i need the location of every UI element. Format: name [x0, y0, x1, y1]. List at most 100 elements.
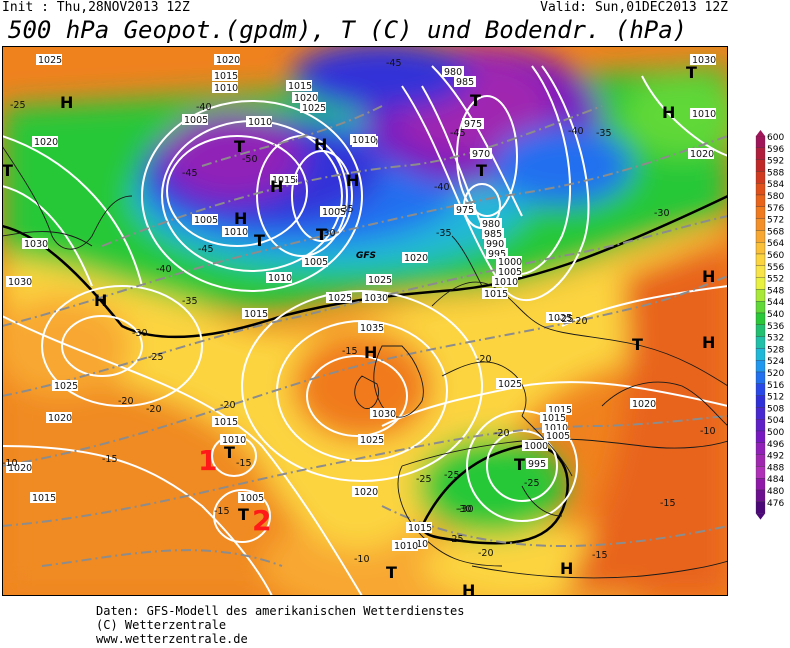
legend-value: 500 [767, 428, 784, 438]
legend-swatch [755, 159, 766, 172]
legend-value: 572 [767, 216, 784, 226]
pressure-label: 1010 [394, 541, 418, 552]
pressure-label: 995 [528, 459, 546, 470]
temperature-label: -35 [182, 296, 198, 307]
low-symbol: T [470, 91, 481, 110]
marker-2: 2 [252, 504, 271, 537]
pressure-label: 1005 [322, 207, 346, 218]
temperature-label: -45 [198, 244, 214, 255]
temperature-label: -20 [476, 354, 492, 365]
legend-value: 560 [767, 251, 784, 261]
pressure-label: 1010 [692, 109, 716, 120]
pressure-label: 1005 [184, 115, 208, 126]
low-symbol: T [2, 161, 13, 180]
pressure-label: 1015 [542, 413, 566, 424]
temperature-label: -20 [146, 404, 162, 415]
pressure-label: 1035 [360, 323, 384, 334]
pressure-label: 1000 [524, 441, 548, 452]
pressure-label: 990 [486, 239, 504, 250]
isotherms [2, 105, 728, 567]
pressure-label: 1010 [352, 135, 376, 146]
pressure-label: 1020 [294, 93, 318, 104]
pressure-label: 1010 [222, 435, 246, 446]
pressure-label: 1030 [364, 293, 388, 304]
low-symbol: T [686, 63, 697, 82]
legend-swatch [755, 442, 766, 455]
pressure-label: 1010 [214, 83, 238, 94]
pressure-label: 1020 [404, 253, 428, 264]
legend-swatch [755, 265, 766, 278]
legend-swatch [755, 478, 766, 491]
legend-swatch [755, 253, 766, 266]
legend-swatch [755, 454, 766, 467]
temperature-label: -20 [494, 428, 510, 439]
temperature-label: -20 [478, 548, 494, 559]
legend-swatch [755, 277, 766, 290]
temperature-label: -25 [148, 352, 164, 363]
legend-top-tip [756, 130, 765, 136]
pressure-label: 1020 [690, 149, 714, 160]
legend-swatch [755, 289, 766, 302]
pressure-label: 1020 [354, 487, 378, 498]
high-symbol: H [270, 177, 283, 196]
marker-1: 1 [198, 444, 217, 477]
legend-value: 520 [767, 369, 784, 379]
legend-value: 512 [767, 393, 784, 403]
low-symbol: T [224, 443, 235, 462]
map-title: 500 hPa Geopot.(gpdm), T (C) und Bodendr… [8, 16, 688, 44]
pressure-label: 1020 [8, 463, 32, 474]
temperature-label: -30 [456, 504, 472, 515]
temperature-label: -15 [236, 458, 252, 469]
temperature-label: -10 [354, 554, 370, 565]
pressure-label: 1015 [484, 289, 508, 300]
legend-value: 552 [767, 275, 784, 285]
low-symbol: T [316, 225, 327, 244]
pressure-label: 1030 [24, 239, 48, 250]
legend-swatch [755, 419, 766, 432]
legend-swatch [755, 183, 766, 196]
pressure-label: 1010 [494, 277, 518, 288]
temperature-label: -20 [220, 400, 236, 411]
legend-swatch [755, 206, 766, 219]
temperature-label: -15 [660, 498, 676, 509]
temperature-label: -15 [342, 346, 358, 357]
pressure-label: 1025 [328, 293, 352, 304]
legend-value: 588 [767, 168, 784, 178]
pressure-label: 1015 [214, 71, 238, 82]
pressure-label: 1000 [498, 257, 522, 268]
map-frame [2, 46, 728, 596]
legend-swatch [755, 171, 766, 184]
high-symbol: H [702, 333, 715, 352]
low-symbol: T [386, 563, 397, 582]
pressure-label: 1005 [498, 267, 522, 278]
legend-labels: 6005965925885845805765725685645605565525… [767, 133, 784, 509]
credit-line-data-source: Daten: GFS-Modell des amerikanischen Wet… [96, 604, 465, 618]
legend-swatch [755, 395, 766, 408]
high-symbol: H [60, 93, 73, 112]
legend-bottom-tip [756, 513, 765, 520]
temperature-label: -30 [320, 228, 336, 239]
pressure-label: 1015 [32, 493, 56, 504]
legend-swatch [755, 371, 766, 384]
low-symbol: T [514, 455, 525, 474]
credits: Daten: GFS-Modell des amerikanischen Wet… [96, 604, 464, 646]
legend-value: 516 [767, 381, 784, 391]
legend-value: 576 [767, 204, 784, 214]
temperature-label: -45 [182, 168, 198, 179]
pressure-label: 1025 [38, 55, 62, 66]
pressure-label: 980 [482, 219, 500, 230]
high-symbol: H [702, 267, 715, 286]
legend-value: 496 [767, 440, 784, 450]
temperature-label: -35 [338, 204, 354, 215]
legend-value: 580 [767, 192, 784, 202]
pressure-label: 1030 [8, 277, 32, 288]
legend-swatch [755, 489, 766, 502]
temperature-label: -25 [444, 470, 460, 481]
temperature-label: -40 [568, 126, 584, 137]
legend-value: 524 [767, 357, 784, 367]
legend-swatch [755, 135, 766, 148]
temperature-label: -25 [558, 314, 574, 325]
temperature-label: -50 [242, 154, 258, 165]
legend-value: 492 [767, 452, 784, 462]
pressure-label: 995 [488, 249, 506, 260]
